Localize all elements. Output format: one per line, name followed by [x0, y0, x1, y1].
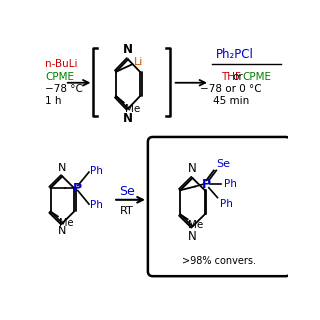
- Text: RT: RT: [120, 206, 134, 216]
- Text: Li: Li: [133, 57, 143, 67]
- Text: −78 °C: −78 °C: [45, 84, 83, 94]
- Text: or: or: [232, 72, 243, 82]
- Text: N: N: [188, 230, 197, 243]
- Text: Ph: Ph: [220, 199, 233, 209]
- Text: THF: THF: [221, 72, 241, 82]
- Text: −78 or 0 °C: −78 or 0 °C: [200, 84, 262, 94]
- Text: Me: Me: [59, 218, 73, 228]
- Text: CPME: CPME: [45, 72, 74, 82]
- Text: Me: Me: [188, 220, 204, 230]
- Text: CPME: CPME: [242, 72, 271, 82]
- Text: N: N: [123, 43, 133, 56]
- Text: P: P: [73, 181, 82, 195]
- Text: Ph: Ph: [90, 166, 103, 176]
- Text: n-BuLi: n-BuLi: [45, 59, 77, 69]
- Text: P: P: [202, 178, 211, 190]
- Text: Ph₂PCl: Ph₂PCl: [216, 48, 254, 61]
- Text: N: N: [188, 162, 197, 175]
- Text: Ph: Ph: [224, 179, 236, 189]
- Text: Se: Se: [119, 185, 135, 198]
- FancyBboxPatch shape: [148, 137, 291, 276]
- Text: 45 min: 45 min: [213, 96, 249, 106]
- Text: Ph: Ph: [90, 200, 103, 210]
- Text: N: N: [58, 164, 67, 173]
- Text: N: N: [123, 112, 133, 125]
- Text: >98% convers.: >98% convers.: [181, 256, 256, 266]
- Text: 1 h: 1 h: [45, 96, 61, 106]
- Text: N: N: [58, 226, 67, 236]
- Text: Me: Me: [125, 104, 140, 114]
- Text: Se: Se: [216, 159, 230, 169]
